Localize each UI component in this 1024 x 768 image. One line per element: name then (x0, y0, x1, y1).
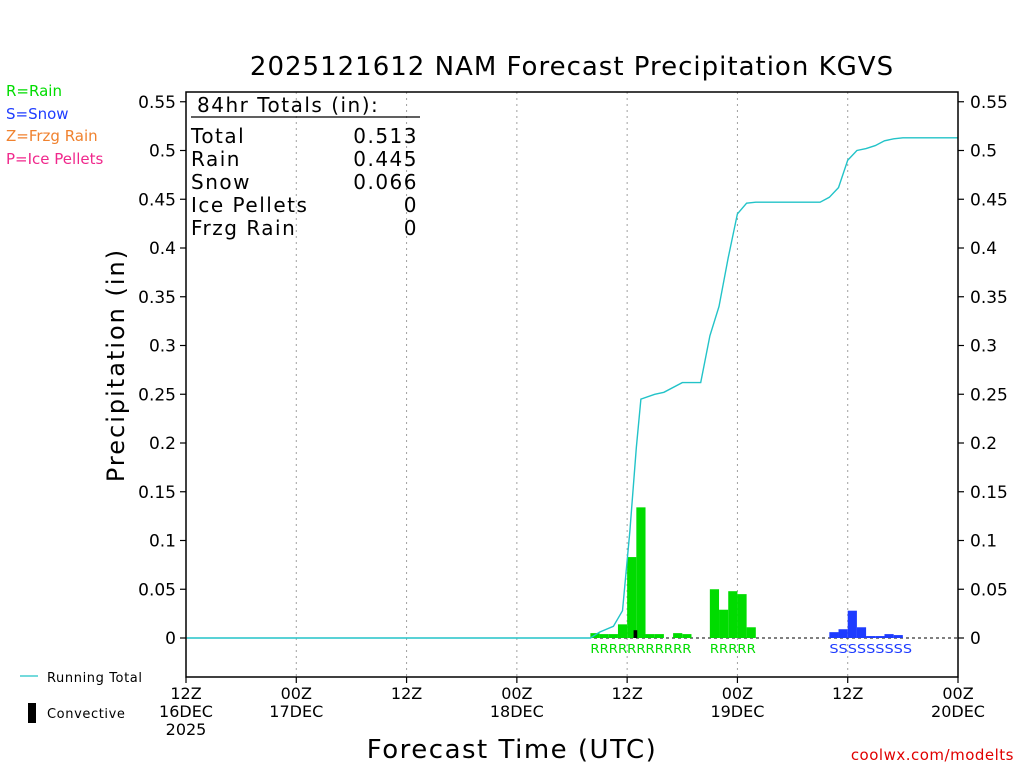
precip-type-label: RRRRR (710, 642, 756, 656)
snow-bar (829, 632, 839, 638)
y-tick-label-right: 0.55 (970, 93, 1008, 113)
y-tick-label: 0.4 (149, 239, 176, 259)
chart-title: 2025121612 NAM Forecast Precipitation KG… (250, 52, 894, 82)
y-tick-label-right: 0.45 (970, 190, 1008, 210)
rain-bar (709, 589, 720, 638)
y-tick-label: 0.5 (149, 142, 176, 162)
y-tick-label-right: 0 (970, 629, 981, 649)
snow-bar (866, 636, 876, 638)
rain-bar (654, 634, 664, 638)
snow-bar (856, 627, 867, 638)
y-tick-label-right: 0.35 (970, 288, 1008, 308)
x-tick-label: 18DEC (490, 702, 544, 721)
x-tick-label: 00Z (722, 684, 753, 703)
bars-layer (590, 507, 903, 638)
rain-bar (728, 591, 738, 638)
y-tick-label: 0 (165, 629, 176, 649)
x-axis-label: Forecast Time (UTC) (367, 735, 658, 765)
y-tick-label-right: 0.5 (970, 142, 997, 162)
y-tick-label: 0.45 (138, 190, 176, 210)
snow-bar (847, 610, 857, 638)
rain-bar (682, 634, 692, 638)
rain-bar (746, 627, 756, 638)
convective-swatch (28, 703, 36, 723)
precip-type-label: RRRRRRRRRRR (590, 642, 691, 656)
rain-bar (608, 634, 618, 638)
x-tick-label: 19DEC (710, 702, 764, 721)
legend-snow: S=Snow (6, 105, 69, 123)
rain-bar (599, 634, 609, 638)
running-total-legend-label: Running Total (47, 671, 143, 686)
y-axis-left: 0 0.05 0.1 0.15 0.2 0.25 0.3 0.35 0.4 0.45 0.5 0.55 (138, 93, 186, 649)
legend-ice-pellets: P=Ice Pellets (6, 150, 104, 168)
totals-box: 84hr Totals (in): Total 0.513 Rain 0.445 Sno… (190, 93, 420, 240)
x-tick-label: 12Z (391, 684, 422, 703)
totals-row-label: Snow (191, 170, 251, 194)
totals-row-value: 0.513 (353, 124, 418, 148)
rain-bar (737, 594, 747, 638)
y-tick-label-right: 0.2 (970, 434, 997, 454)
x-tick-label: 20DEC (931, 702, 985, 721)
totals-row-label: Rain (191, 147, 241, 171)
x-tick-label: 12Z (611, 684, 642, 703)
running-total-layer (186, 137, 958, 639)
rain-bar (617, 624, 628, 638)
x-tick-label: 12Z (832, 684, 863, 703)
y-tick-label: 0.3 (149, 337, 176, 357)
precip-type-label: SSSSSSSSS (829, 642, 912, 656)
convective-legend-label: Convective (47, 707, 126, 722)
precip-type-labels: RRRRRRRRRRR RRRRR SSSSSSSSS (590, 642, 912, 656)
running-total-line (186, 137, 958, 639)
x-tick-label: 00Z (501, 684, 532, 703)
y-tick-label: 0.15 (138, 483, 176, 503)
totals-row-value: 0.066 (353, 170, 418, 194)
y-tick-label-right: 0.25 (970, 385, 1008, 405)
y-tick-label-right: 0.3 (970, 337, 997, 357)
y-tick-label: 0.05 (138, 580, 176, 600)
totals-heading: 84hr Totals (in): (197, 93, 379, 117)
rain-bar (719, 609, 729, 638)
y-axis-label: Precipitation (in) (102, 248, 130, 482)
totals-row-value: 0.445 (353, 147, 418, 171)
y-tick-label-right: 0.05 (970, 580, 1008, 600)
rain-bar (645, 634, 655, 638)
totals-row-label: Ice Pellets (191, 193, 308, 217)
totals-row-label: Total (190, 124, 245, 148)
totals-row-value: 0 (404, 193, 418, 217)
rain-bar (627, 557, 637, 638)
x-tick-label: 00Z (281, 684, 312, 703)
plot-frame (185, 91, 959, 678)
totals-row-label: Frzg Rain (191, 216, 296, 240)
y-axis-right: 0 0.05 0.1 0.15 0.2 0.25 0.3 0.35 0.4 0.45 0.5 0.55 (958, 93, 1008, 649)
rain-bar (636, 507, 646, 638)
series-legend: Running Total Convective (20, 671, 143, 723)
x-tick-label: 2025 (166, 720, 207, 739)
snow-bar (884, 634, 894, 638)
snow-bar (893, 635, 903, 638)
y-tick-label-right: 0.4 (970, 239, 997, 259)
gridlines (186, 92, 958, 677)
x-tick-label: 12Z (170, 684, 201, 703)
rain-bar (673, 633, 683, 638)
snow-bar (838, 629, 848, 638)
y-tick-label-right: 0.15 (970, 483, 1008, 503)
x-tick-label: 17DEC (269, 702, 323, 721)
legend-frzg-rain: Z=Frzg Rain (6, 127, 98, 145)
y-tick-label: 0.25 (138, 385, 176, 405)
y-tick-label: 0.55 (138, 93, 176, 113)
y-tick-label: 0.35 (138, 288, 176, 308)
y-tick-label: 0.2 (149, 434, 176, 454)
convective-bar (633, 630, 638, 638)
credit-link[interactable]: coolwx.com/modelts (850, 746, 1014, 764)
snow-bar (875, 636, 885, 638)
y-tick-label: 0.1 (149, 532, 176, 552)
x-tick-label: 16DEC (159, 702, 213, 721)
y-tick-label-right: 0.1 (970, 532, 997, 552)
totals-row-value: 0 (404, 216, 418, 240)
legend-rain: R=Rain (6, 82, 62, 100)
x-tick-label: 00Z (942, 684, 973, 703)
